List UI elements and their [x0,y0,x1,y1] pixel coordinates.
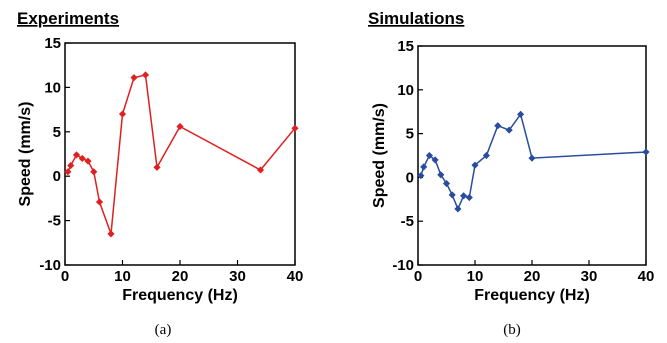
x-tick-label: 0 [61,268,69,285]
data-point [431,156,439,164]
data-point [90,168,98,176]
y-tick-label: 15 [44,35,61,52]
data-point [291,124,299,132]
data-point [72,151,81,159]
data-point [517,110,525,118]
chart-title: Simulations [368,9,464,28]
data-point [471,161,479,169]
data-point [442,179,451,188]
data-point [460,192,468,200]
data-point [425,151,433,160]
data-point [420,163,428,171]
data-point [95,198,104,206]
data-point [256,166,265,174]
y-tick-label: 10 [397,82,414,99]
y-tick-label: -10 [39,257,61,274]
data-point [454,205,462,213]
data-point [494,122,502,130]
data-point [465,193,473,202]
chart-title: Experiments [17,9,119,28]
y-axis-label: Speed (mm/s) [371,103,388,208]
data-point [482,151,490,160]
data-point [448,191,456,199]
data-point [78,154,86,163]
data-point [417,172,425,180]
data-point [107,230,115,238]
data-point [505,126,513,134]
data-point [176,122,184,131]
x-tick-label: 30 [581,268,598,285]
data-point [141,71,150,79]
chart-panel-1: Simulations -10 -5 0 5 10 15 0 10 20 30 40 Frequency… [368,9,654,338]
y-axis-label: Speed (mm/s) [17,102,34,207]
series-line [67,74,296,235]
data-point [67,161,75,170]
y-tick-label: -5 [401,213,414,230]
data-point [118,110,127,118]
y-tick-label: 5 [53,124,61,141]
data-point [130,74,138,82]
plot-frame [64,42,296,266]
data-point [528,154,536,162]
panel-caption: (a) [155,322,172,338]
chart-panel-0: Experiments -10 -5 0 5 10 15 0 10 20 30 40 Frequency… [17,9,303,338]
x-tick-label: 30 [229,268,246,285]
y-tick-label: -5 [48,213,61,230]
y-tick-label: 0 [406,169,414,186]
x-axis-label: Frequency (Hz) [122,287,238,304]
x-axis-label: Frequency (Hz) [474,287,590,304]
x-tick-label: 20 [524,268,541,285]
x-tick-label: 0 [414,268,422,285]
y-tick-label: 0 [53,168,61,185]
x-tick-label: 40 [638,268,655,285]
x-tick-label: 20 [172,268,189,285]
data-point [153,163,161,171]
data-point [642,148,650,156]
panel-caption: (b) [503,322,521,338]
x-tick-label: 40 [287,268,304,285]
y-tick-label: -10 [392,257,414,274]
data-point [437,171,445,179]
x-tick-label: 10 [114,268,131,285]
x-tick-label: 10 [467,268,484,285]
y-tick-label: 5 [406,126,414,143]
y-tick-label: 10 [44,79,61,96]
data-point [64,168,72,176]
y-tick-label: 15 [397,38,414,55]
data-point [84,157,92,165]
